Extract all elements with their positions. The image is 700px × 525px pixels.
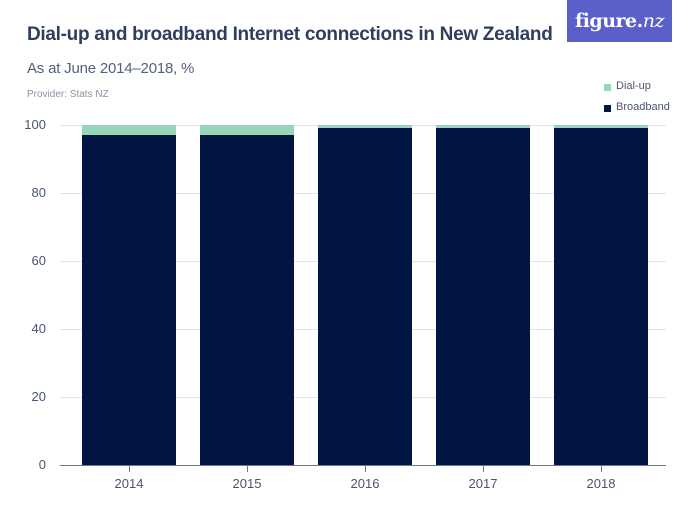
bar-dialup-2017[interactable] <box>436 125 530 129</box>
y-tick-label: 40 <box>31 321 46 336</box>
provider-label: Provider: Stats NZ <box>27 89 109 100</box>
y-tick-label: 0 <box>38 457 46 472</box>
y-tick-label: 60 <box>31 253 46 268</box>
logo-text: figure. <box>575 10 643 32</box>
legend-swatch-icon <box>604 104 611 112</box>
legend-item-dialup[interactable]: Dial-up <box>604 75 670 96</box>
x-tick-label: 2016 <box>350 476 380 491</box>
chart-title: Dial-up and broadband Internet connectio… <box>27 24 553 45</box>
bar-dialup-2018[interactable] <box>554 125 648 129</box>
legend-label: Dial-up <box>616 79 651 92</box>
chart-subtitle: As at June 2014–2018, % <box>27 60 195 77</box>
bar-broadband-2016[interactable] <box>318 128 412 465</box>
y-tick-label: 80 <box>31 185 46 200</box>
bar-dialup-2016[interactable] <box>318 125 412 129</box>
logo-accent: nz <box>642 10 665 32</box>
x-tick <box>129 466 130 472</box>
y-tick-label: 100 <box>24 117 46 132</box>
legend: Dial-up Broadband <box>604 75 670 117</box>
x-tick-label: 2014 <box>114 476 144 491</box>
x-tick-label: 2015 <box>232 476 262 491</box>
figure-nz-logo[interactable]: figure. nz <box>567 0 672 42</box>
legend-swatch-icon <box>604 83 611 91</box>
bar-broadband-2015[interactable] <box>200 135 294 465</box>
bar-dialup-2015[interactable] <box>200 125 294 136</box>
legend-label: Broadband <box>616 100 670 113</box>
legend-item-broadband[interactable]: Broadband <box>604 96 670 117</box>
x-tick-label: 2017 <box>468 476 498 491</box>
x-axis-line <box>60 465 666 466</box>
x-tick <box>365 466 366 472</box>
x-tick <box>601 466 602 472</box>
y-tick-label: 20 <box>31 389 46 404</box>
bar-broadband-2018[interactable] <box>554 128 648 465</box>
bar-broadband-2017[interactable] <box>436 128 530 465</box>
x-tick <box>247 466 248 472</box>
bar-broadband-2014[interactable] <box>82 135 176 465</box>
bar-dialup-2014[interactable] <box>82 125 176 136</box>
x-tick <box>483 466 484 472</box>
x-tick-label: 2018 <box>586 476 616 491</box>
